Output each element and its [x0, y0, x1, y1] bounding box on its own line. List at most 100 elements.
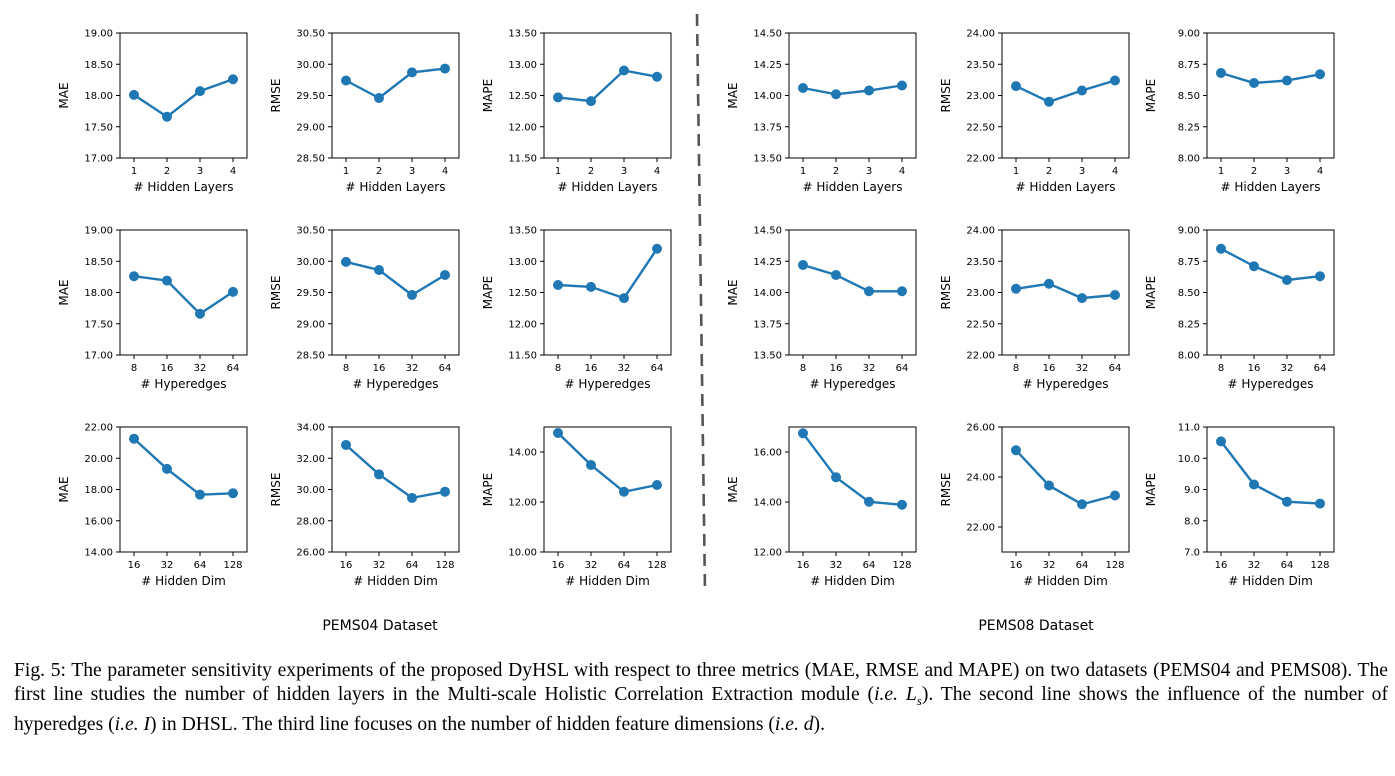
x-tick-label: 2 [1046, 166, 1052, 177]
y-tick-label: 30.00 [296, 485, 325, 496]
data-point [619, 486, 629, 497]
y-tick-label: 11.50 [508, 351, 537, 362]
data-point [1011, 445, 1021, 456]
x-tick-label: 64 [439, 363, 452, 374]
data-point [864, 496, 874, 507]
series-line [802, 432, 903, 506]
data-point [162, 463, 172, 474]
x-axis-label: # Hyperedges [565, 377, 651, 391]
data-point [407, 67, 417, 78]
x-tick-label: 16 [161, 363, 174, 374]
y-tick-label: 14.00 [753, 498, 782, 509]
y-tick-label: 24.00 [966, 29, 995, 40]
chart-p08-layers-rmse: 22.00 22.50 23.00 23.50 24.00 1 2 3 4 # Hidden La… [939, 29, 1130, 194]
data-point [440, 486, 450, 497]
x-tick-label: 8 [800, 363, 806, 374]
data-point [864, 286, 874, 297]
series-line [557, 248, 658, 300]
y-tick-label: 14.25 [753, 257, 782, 268]
y-tick-label: 17.00 [84, 351, 113, 362]
y-tick-label: 14.00 [753, 288, 782, 299]
x-tick-label: 4 [1317, 166, 1323, 177]
data-point [586, 281, 596, 292]
data-point [228, 286, 238, 297]
y-axis-label: MAPE [481, 473, 495, 506]
y-tick-label: 23.00 [966, 91, 995, 102]
dataset-divider [695, 13, 707, 593]
data-point [1216, 243, 1226, 254]
y-tick-label: 8.00 [1178, 154, 1200, 165]
x-tick-label: 16 [585, 363, 598, 374]
y-axis-label: RMSE [269, 473, 283, 507]
x-tick-label: 64 [194, 560, 207, 571]
x-tick-label: 1 [1218, 166, 1224, 177]
data-point [586, 96, 596, 107]
y-tick-label: 16.00 [753, 448, 782, 459]
plot-frame [1001, 426, 1130, 553]
x-tick-label: 4 [899, 166, 905, 177]
caption-ie-2: i.e. [114, 713, 139, 735]
y-tick-label: 18.00 [84, 91, 113, 102]
data-point [195, 489, 205, 500]
data-point [1110, 75, 1120, 86]
y-tick-label: 18.50 [84, 60, 113, 71]
data-point [553, 280, 563, 290]
x-tick-label: 3 [621, 166, 627, 177]
caption-text-4: ). [813, 713, 825, 735]
y-tick-label: 12.50 [508, 288, 537, 299]
chart-p04-dim-mae: 14.00 16.00 18.00 20.00 22.00 16 32 64 128 # Hidd… [57, 423, 248, 588]
data-point [619, 293, 629, 304]
x-tick-label: 1 [1013, 166, 1019, 177]
chart-p04-hyper-rmse: 28.50 29.00 29.50 30.00 30.50 8 16 32 64# Hypere… [269, 226, 460, 391]
data-point [864, 85, 874, 96]
y-tick-label: 29.00 [296, 122, 325, 133]
x-tick-label: 128 [1105, 560, 1124, 571]
y-axis-label: MAE [726, 476, 740, 502]
y-tick-label: 23.50 [966, 60, 995, 71]
y-tick-label: 30.00 [296, 257, 325, 268]
y-tick-label: 26.00 [966, 423, 995, 434]
chart-p04-layers-mae: 17.00 17.50 18.00 18.50 19.00 1 2 3 4 # Hidden La… [57, 29, 248, 194]
data-point [1110, 490, 1120, 501]
x-tick-label: 32 [1076, 363, 1089, 374]
x-tick-label: 8 [131, 363, 137, 374]
pems04-dataset-label: PEMS04 Dataset [322, 618, 438, 634]
x-tick-label: 64 [1109, 363, 1122, 374]
x-tick-label: 1 [131, 166, 137, 177]
y-tick-label: 26.00 [296, 548, 325, 559]
x-tick-label: 64 [1314, 363, 1327, 374]
x-tick-label: 32 [585, 560, 598, 571]
x-axis-label: # Hidden Dim [1228, 574, 1313, 588]
y-axis-label: RMSE [939, 473, 953, 507]
x-tick-label: 128 [647, 560, 666, 571]
x-axis-label: # Hidden Dim [141, 574, 226, 588]
data-point [553, 92, 563, 103]
x-tick-label: 2 [1251, 166, 1257, 177]
y-tick-label: 9.00 [1178, 29, 1200, 40]
x-tick-label: 16 [373, 363, 386, 374]
y-tick-label: 8.75 [1178, 60, 1200, 71]
x-tick-label: 32 [373, 560, 386, 571]
y-tick-label: 28.50 [296, 351, 325, 362]
y-axis-label: RMSE [939, 79, 953, 113]
series-line [345, 444, 446, 500]
data-point [440, 63, 450, 74]
y-axis-label: MAPE [1144, 276, 1158, 309]
y-tick-label: 17.00 [84, 154, 113, 165]
data-point [1011, 283, 1021, 294]
data-point [652, 71, 662, 82]
x-tick-label: 1 [555, 166, 561, 177]
data-point [1044, 278, 1054, 289]
y-tick-label: 22.00 [966, 523, 995, 534]
x-tick-label: 32 [1043, 560, 1056, 571]
x-tick-label: 128 [892, 560, 911, 571]
plot-frame [1206, 32, 1335, 159]
y-axis-label: MAE [726, 279, 740, 305]
data-point [897, 286, 907, 297]
plot-frame [543, 426, 672, 553]
y-axis-label: RMSE [269, 79, 283, 113]
x-tick-label: 64 [863, 560, 876, 571]
data-point [341, 256, 351, 267]
plot-frame [788, 426, 917, 553]
data-point [897, 499, 907, 510]
